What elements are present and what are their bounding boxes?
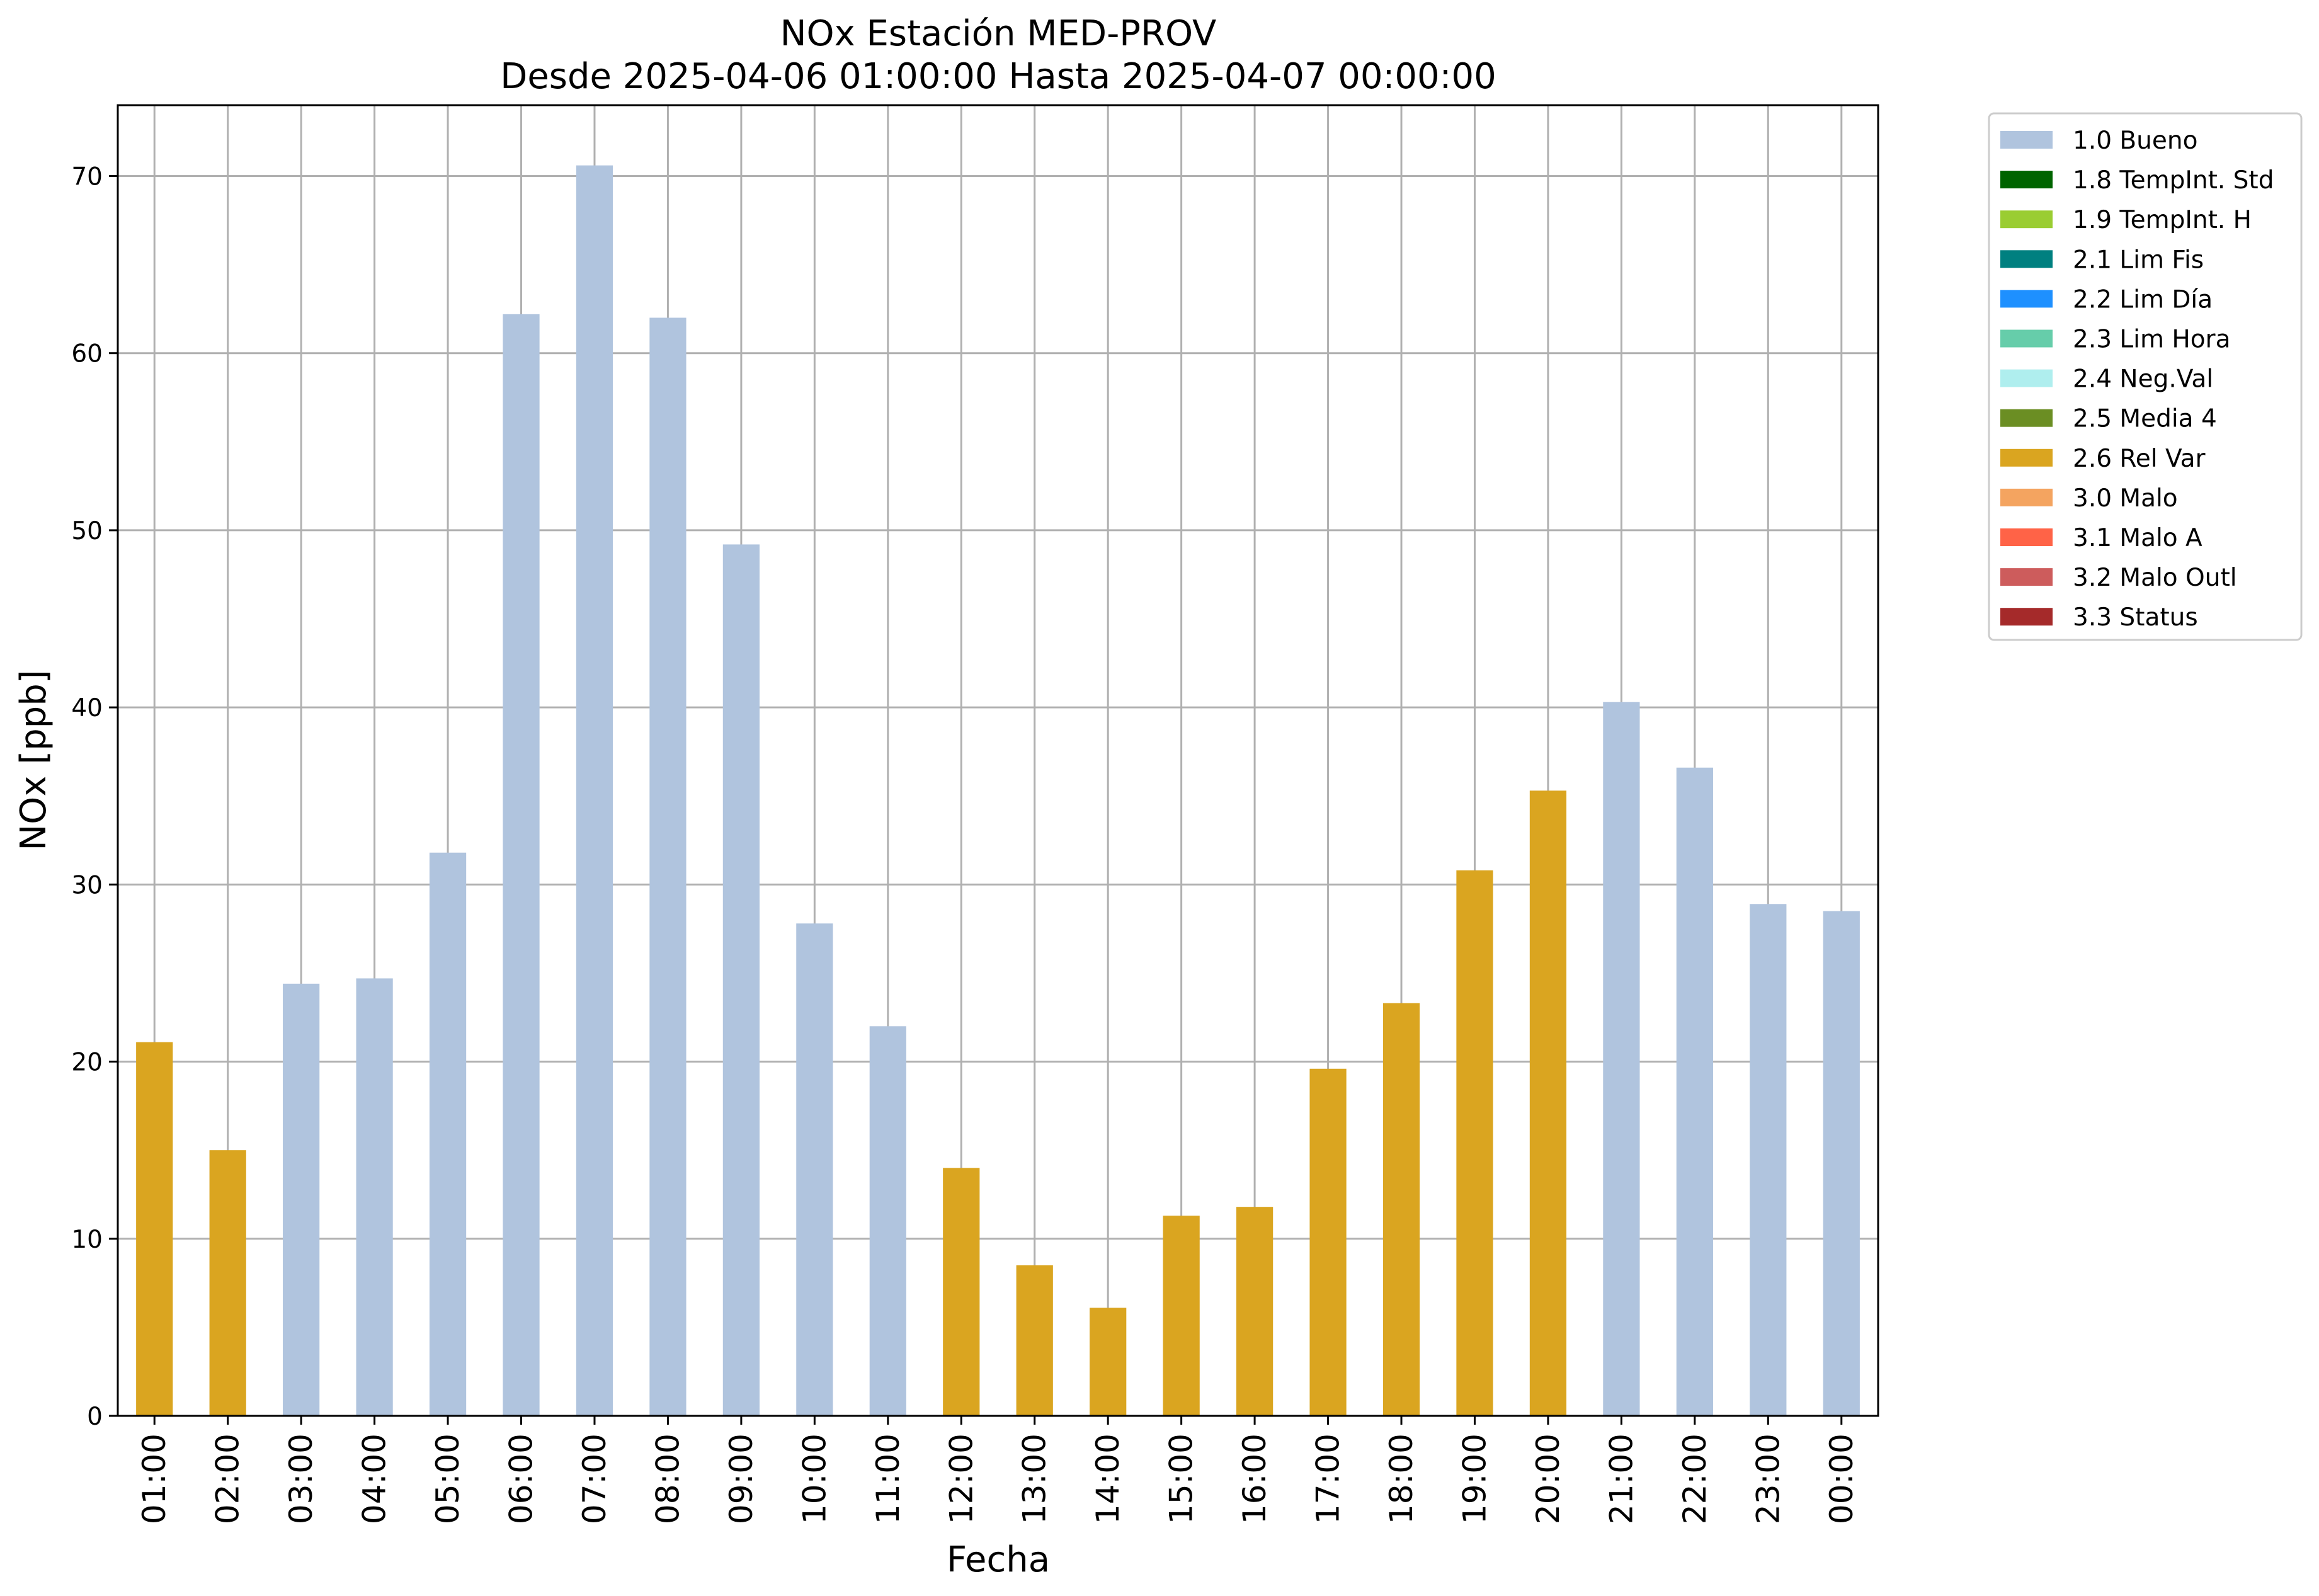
bar	[649, 317, 687, 1416]
y-tick-label: 20	[71, 1049, 103, 1077]
legend-swatch	[2000, 329, 2053, 348]
x-tick-label: 16:00	[1236, 1434, 1273, 1524]
x-tick-label: 19:00	[1456, 1434, 1493, 1524]
legend-swatch	[2000, 210, 2053, 229]
legend-label: 3.3 Status	[2073, 603, 2198, 632]
legend-swatch	[2000, 409, 2053, 427]
bar	[283, 983, 320, 1416]
x-tick-label: 11:00	[870, 1434, 906, 1524]
legend: 1.0 Bueno 1.8 TempInt. Std 1.9 TempInt. H 2…	[1988, 112, 2303, 641]
legend-swatch	[2000, 171, 2053, 189]
legend-label: 3.2 Malo Outl	[2073, 564, 2237, 592]
legend-label: 2.6 Rel Var	[2073, 445, 2206, 473]
x-tick-label: 09:00	[723, 1434, 760, 1524]
chart-subtitle: Desde 2025-04-06 01:00:00 Hasta 2025-04-…	[500, 56, 1496, 97]
legend-swatch	[2000, 290, 2053, 308]
legend-swatch	[2000, 131, 2053, 149]
bar	[1529, 790, 1567, 1416]
bar	[1750, 904, 1787, 1416]
x-tick-label: 01:00	[136, 1434, 173, 1524]
legend-label: 2.3 Lim Hora	[2073, 326, 2231, 354]
x-tick-label: 22:00	[1677, 1434, 1713, 1524]
bar	[576, 165, 613, 1416]
x-tick-label: 21:00	[1603, 1434, 1639, 1524]
legend-swatch	[2000, 568, 2053, 586]
x-tick-label: 18:00	[1383, 1434, 1420, 1524]
bar	[209, 1150, 246, 1416]
y-axis-ticks: 0 10 20 30 40 50 60 70	[71, 162, 118, 1431]
y-axis-label: NOx [ppb]	[13, 670, 54, 850]
legend-label: 2.5 Media 4	[2073, 405, 2217, 433]
y-tick-label: 60	[71, 340, 103, 368]
bar	[1603, 702, 1640, 1416]
x-tick-label: 00:00	[1823, 1434, 1860, 1524]
y-tick-label: 50	[71, 517, 103, 545]
x-tick-label: 03:00	[283, 1434, 319, 1524]
legend-swatch	[2000, 369, 2053, 387]
x-tick-label: 17:00	[1310, 1434, 1347, 1524]
bar	[1090, 1308, 1127, 1416]
bar	[503, 314, 540, 1416]
legend-label: 2.1 Lim Fis	[2073, 246, 2204, 274]
bar	[136, 1042, 173, 1416]
legend-label: 3.0 Malo	[2073, 484, 2178, 513]
legend-swatch	[2000, 488, 2053, 506]
legend-label: 1.9 TempInt. H	[2073, 206, 2252, 234]
legend-swatch	[2000, 250, 2053, 268]
x-tick-label: 07:00	[576, 1434, 613, 1524]
legend-swatch	[2000, 528, 2053, 546]
legend-label: 3.1 Malo A	[2073, 524, 2202, 552]
x-axis-ticks: 01:00 02:00 03:00 04:00 05:00 06:00 07:00 08:00…	[136, 1416, 1860, 1524]
bar	[1382, 1003, 1420, 1416]
bar	[1016, 1265, 1053, 1416]
bars	[136, 165, 1860, 1416]
bar	[869, 1026, 906, 1416]
x-tick-label: 13:00	[1017, 1434, 1053, 1524]
bar	[429, 852, 467, 1416]
x-tick-label: 05:00	[430, 1434, 466, 1524]
x-tick-label: 15:00	[1163, 1434, 1200, 1524]
y-tick-label: 40	[71, 694, 103, 722]
x-tick-label: 08:00	[649, 1434, 686, 1524]
legend-label: 1.0 Bueno	[2073, 127, 2197, 155]
legend-label: 2.4 Neg.Val	[2073, 365, 2213, 394]
x-tick-label: 06:00	[503, 1434, 540, 1524]
legend-swatch	[2000, 608, 2053, 626]
y-tick-label: 0	[87, 1403, 103, 1431]
bar	[796, 923, 833, 1416]
bar	[1456, 870, 1493, 1416]
bar	[943, 1168, 980, 1416]
x-tick-label: 23:00	[1750, 1434, 1786, 1524]
y-tick-label: 10	[71, 1226, 103, 1254]
x-tick-label: 10:00	[796, 1434, 833, 1524]
x-tick-label: 20:00	[1530, 1434, 1566, 1524]
x-tick-label: 04:00	[356, 1434, 393, 1524]
plot-frame	[117, 104, 1879, 1417]
y-tick-label: 70	[71, 162, 103, 191]
x-tick-label: 14:00	[1090, 1434, 1126, 1524]
x-axis-label: Fecha	[947, 1539, 1050, 1580]
bar	[1309, 1068, 1347, 1416]
x-tick-label: 12:00	[943, 1434, 979, 1524]
legend-label: 1.8 TempInt. Std	[2073, 166, 2274, 195]
legend-frame	[1988, 112, 2303, 641]
y-tick-label: 30	[71, 871, 103, 899]
legend-swatch	[2000, 448, 2053, 467]
bar	[356, 978, 393, 1416]
x-tick-label: 02:00	[210, 1434, 246, 1524]
bar	[1163, 1216, 1200, 1416]
bar	[1676, 767, 1713, 1416]
bar	[1236, 1207, 1273, 1416]
bar	[722, 544, 760, 1416]
bar	[1823, 911, 1860, 1416]
chart-title: NOx Estación MED-PROV	[780, 13, 1217, 54]
legend-label: 2.2 Lim Día	[2073, 285, 2213, 314]
